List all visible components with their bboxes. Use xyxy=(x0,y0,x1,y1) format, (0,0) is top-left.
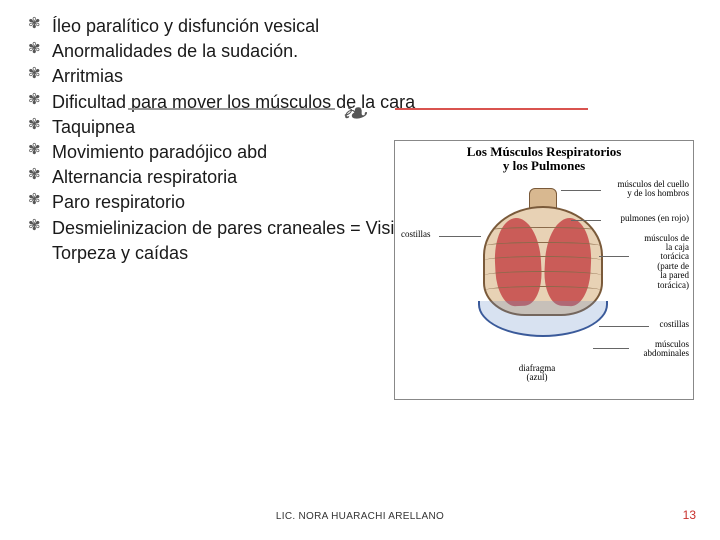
figure-body: músculos del cuelloy de los hombros pulm… xyxy=(395,178,693,388)
label-thoracic: músculos dela cajatorácica(parte dela pa… xyxy=(627,234,689,291)
list-item: Anormalidades de la sudación. xyxy=(28,39,702,64)
list-item: Arritmias xyxy=(28,64,702,89)
label-lungs: pulmones (en rojo) xyxy=(599,214,689,223)
list-item: Íleo paralítico y disfunción vesical xyxy=(28,14,702,39)
figure-title-line1: Los Músculos Respiratorios xyxy=(467,144,622,159)
label-ribs-right: costillas xyxy=(660,320,690,329)
label-diaphragm: diafragma(azul) xyxy=(487,364,587,383)
ribcage-shape xyxy=(483,206,603,316)
slide-content: Íleo paralítico y disfunción vesical Ano… xyxy=(0,0,720,540)
label-ribs-left: costillas xyxy=(401,230,431,239)
thorax-drawing xyxy=(483,206,603,326)
footer-author: LIC. NORA HUARACHI ARELLANO xyxy=(0,511,720,522)
ornament-icon: ❧ xyxy=(340,94,367,132)
anatomy-figure: Los Músculos Respiratorios y los Pulmone… xyxy=(394,140,694,400)
diaphragm-shape xyxy=(478,301,608,337)
label-abdominal: músculosabdominales xyxy=(627,340,689,359)
label-neck: músculos del cuelloy de los hombros xyxy=(599,180,689,199)
figure-title-line2: y los Pulmones xyxy=(503,158,585,173)
figure-title: Los Músculos Respiratorios y los Pulmone… xyxy=(395,141,693,178)
footer-page-number: 13 xyxy=(683,508,696,522)
